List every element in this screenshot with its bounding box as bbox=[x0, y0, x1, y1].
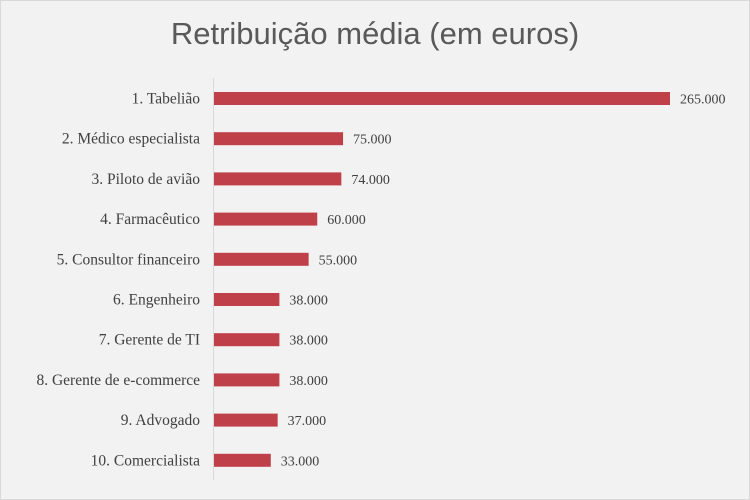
category-label: 6. Engenheiro bbox=[113, 292, 200, 309]
category-label: 4. Farmacêutico bbox=[100, 211, 200, 228]
category-label: 2. Médico especialista bbox=[62, 131, 200, 148]
value-label: 55.000 bbox=[319, 253, 358, 268]
bar bbox=[214, 92, 670, 105]
value-label: 33.000 bbox=[281, 454, 320, 469]
bar bbox=[214, 453, 271, 467]
value-label: 38.000 bbox=[289, 334, 328, 349]
category-label: 1. Tabelião bbox=[132, 91, 201, 108]
bar bbox=[214, 373, 280, 387]
value-label: 38.000 bbox=[289, 374, 328, 389]
bar bbox=[214, 252, 309, 266]
value-label: 37.000 bbox=[288, 414, 327, 429]
category-label: 7. Gerente de TI bbox=[99, 332, 200, 349]
category-label: 10. Comercialista bbox=[91, 452, 200, 469]
bar bbox=[214, 172, 342, 186]
category-label: 3. Piloto de avião bbox=[92, 171, 201, 188]
value-label: 75.000 bbox=[353, 133, 392, 148]
bar bbox=[214, 293, 280, 306]
value-label: 74.000 bbox=[351, 173, 390, 188]
bar bbox=[214, 132, 344, 146]
category-label: 9. Advogado bbox=[121, 412, 200, 429]
bar bbox=[214, 212, 318, 226]
value-label: 38.000 bbox=[289, 294, 328, 309]
category-label: 8. Gerente de e-commerce bbox=[36, 372, 200, 389]
bar bbox=[214, 413, 278, 427]
value-label: 60.000 bbox=[327, 213, 366, 228]
value-label: 265.000 bbox=[680, 93, 726, 108]
bar bbox=[214, 333, 280, 347]
chart-title: Retribuição média (em euros) bbox=[170, 16, 580, 51]
category-label: 5. Consultor financeiro bbox=[57, 251, 201, 268]
